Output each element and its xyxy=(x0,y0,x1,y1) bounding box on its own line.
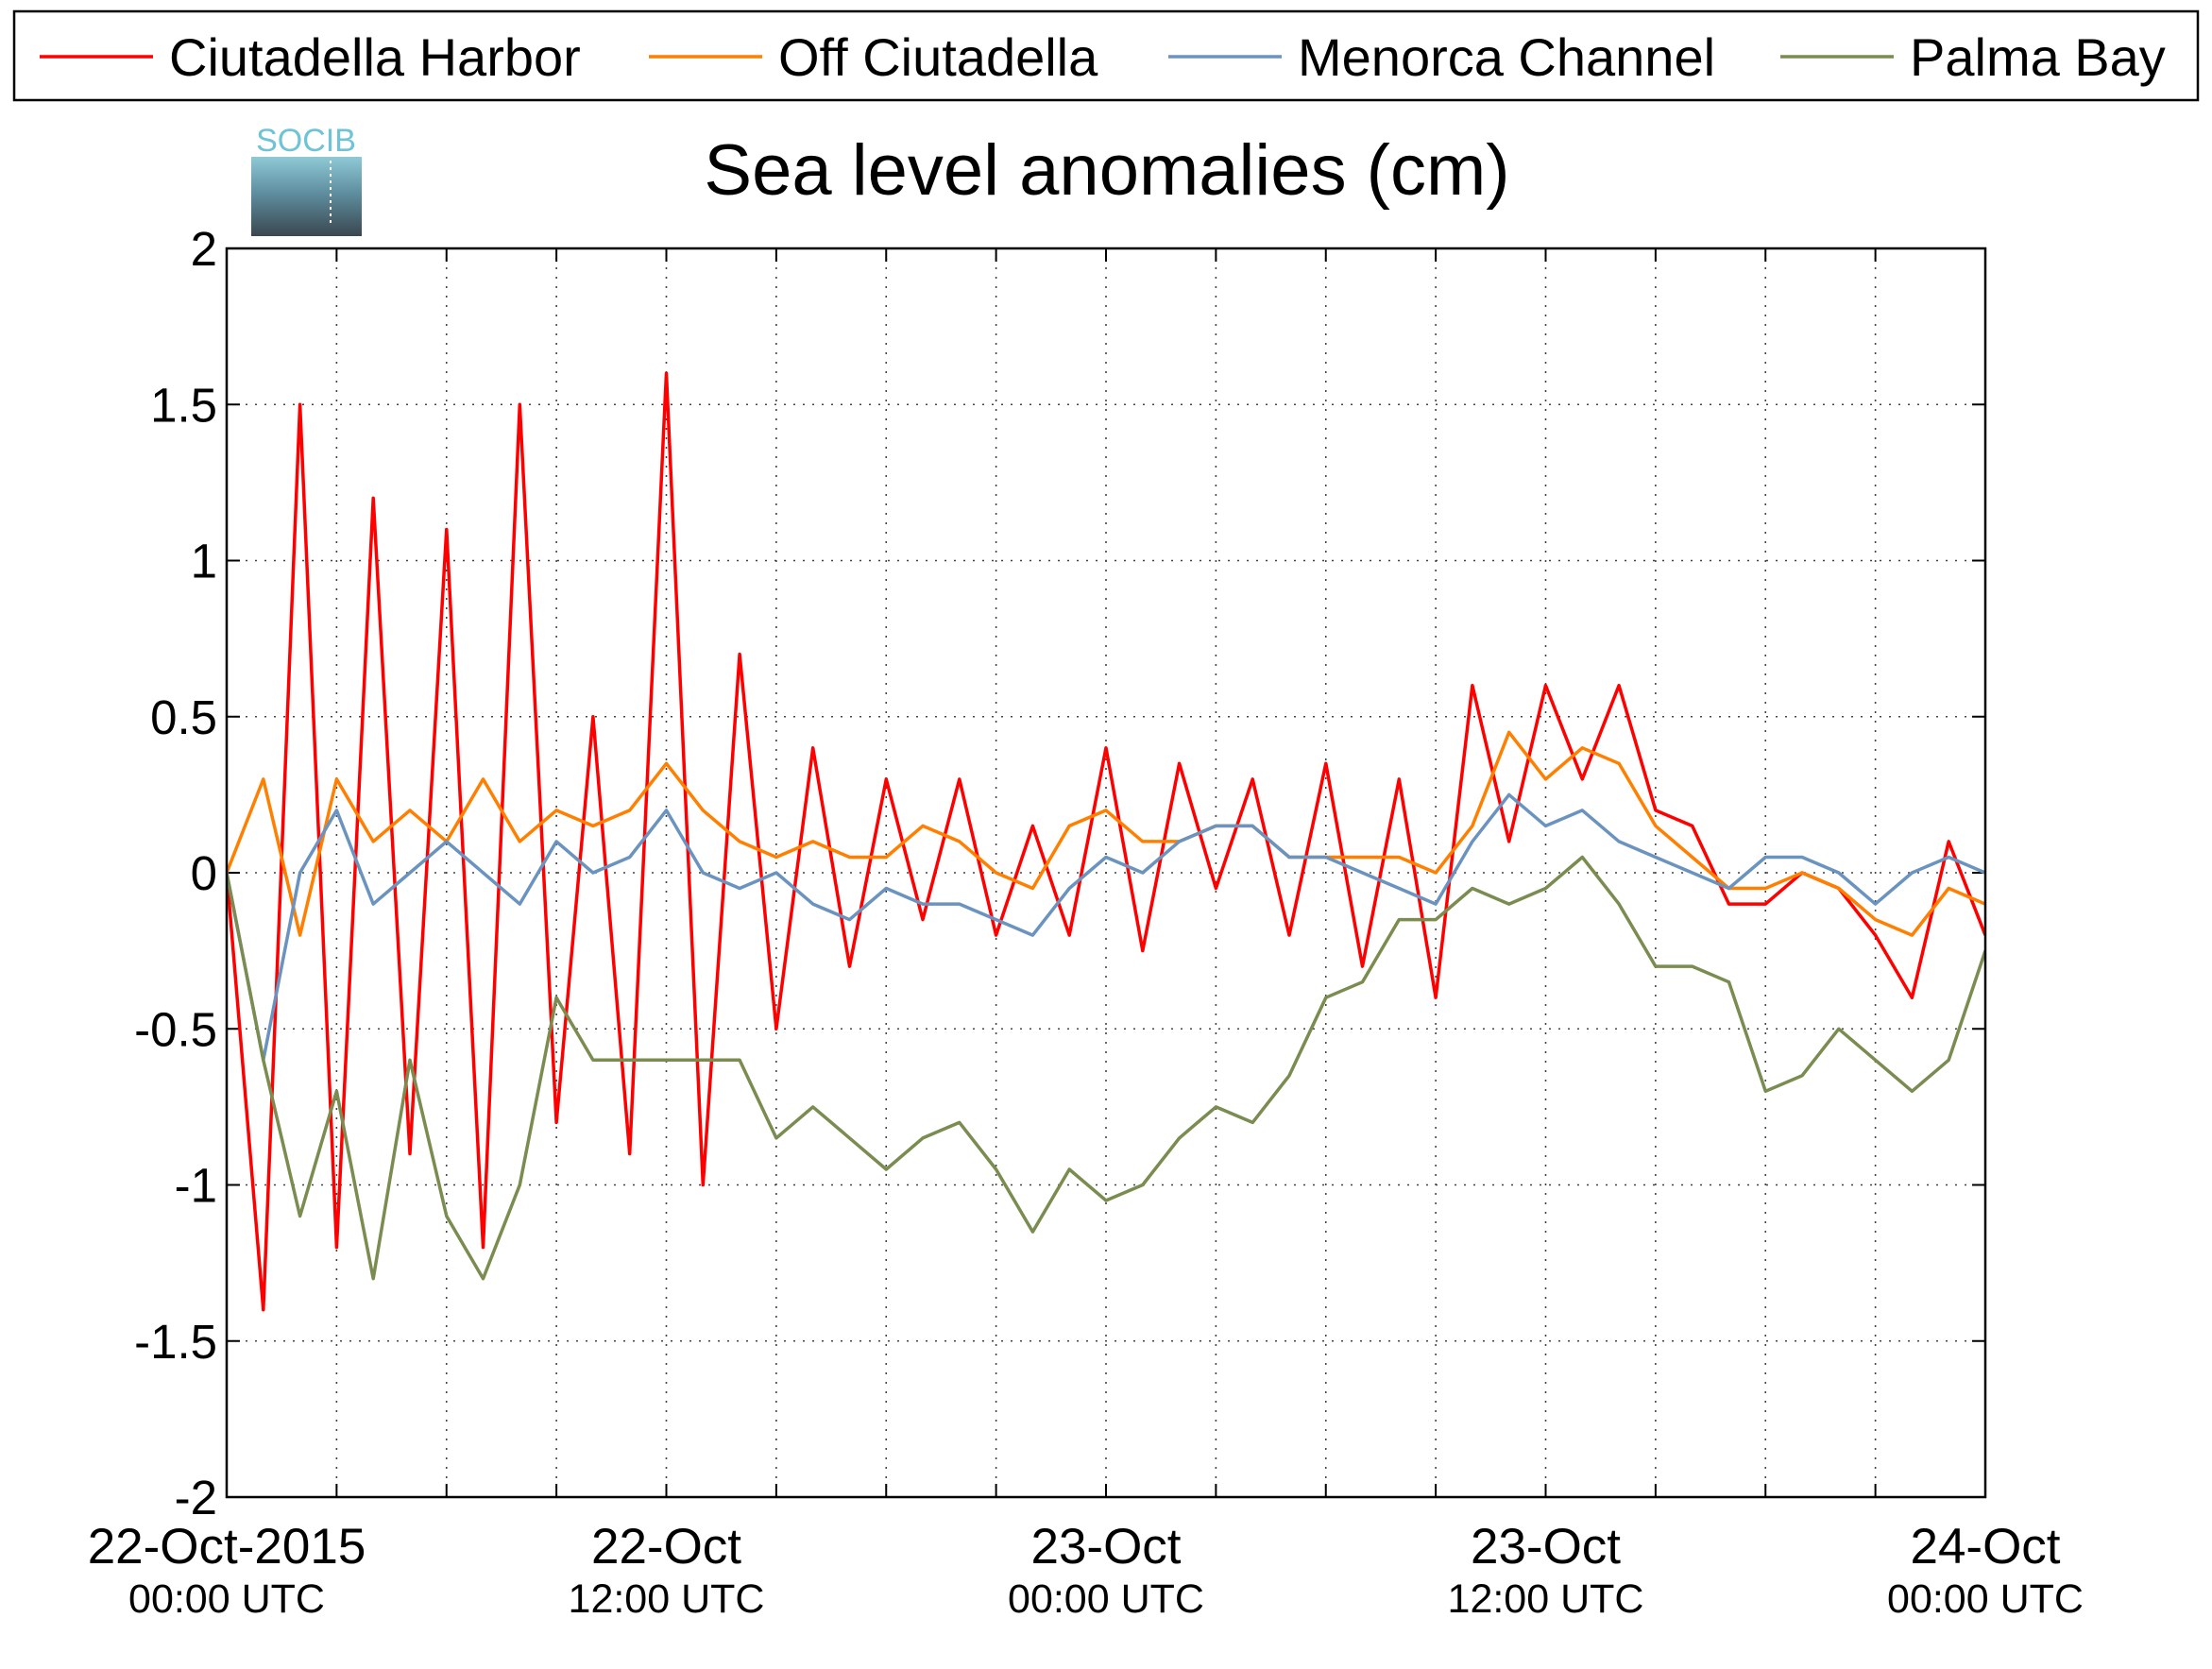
x-tick-label: 22-Oct-2015 xyxy=(88,1519,366,1575)
y-tick-label: 2 xyxy=(191,222,217,276)
y-tick-label: -1 xyxy=(175,1159,217,1213)
plot-frame xyxy=(225,247,1987,1499)
logo: SOCIB xyxy=(251,123,362,236)
series-line xyxy=(227,371,1985,1312)
x-tick-label: 23-Oct xyxy=(1471,1519,1621,1575)
y-tick-label: 0.5 xyxy=(150,690,217,744)
legend-label: Palma Bay xyxy=(1910,27,2166,87)
logo-text: SOCIB xyxy=(256,123,356,159)
legend-label: Menorca Channel xyxy=(1298,27,1715,87)
chart-title: Sea level anomalies (cm) xyxy=(704,130,1509,211)
series-line xyxy=(227,730,1985,937)
legend-label: Off Ciutadella xyxy=(778,27,1098,87)
y-tick-label: -2 xyxy=(175,1471,217,1524)
x-tick-sublabel: 12:00 UTC xyxy=(1448,1576,1644,1622)
y-tick-label: -1.5 xyxy=(134,1315,217,1369)
legend-label: Ciutadella Harbor xyxy=(169,27,581,87)
y-tick-label: -0.5 xyxy=(134,1002,217,1056)
y-tick-label: 1 xyxy=(191,535,217,588)
series-line xyxy=(227,855,1985,1281)
series-line xyxy=(227,792,1985,1063)
x-tick-label: 24-Oct xyxy=(1910,1519,2060,1575)
x-tick-sublabel: 00:00 UTC xyxy=(128,1576,325,1622)
y-tick-label: 1.5 xyxy=(150,378,217,432)
x-tick-sublabel: 12:00 UTC xyxy=(569,1576,765,1622)
y-tick-label: 0 xyxy=(191,846,217,900)
x-tick-sublabel: 00:00 UTC xyxy=(1887,1576,2084,1622)
x-tick-label: 22-Oct xyxy=(591,1519,741,1575)
x-tick-label: 23-Oct xyxy=(1030,1519,1181,1575)
logo-image xyxy=(251,157,362,236)
x-tick-sublabel: 00:00 UTC xyxy=(1008,1576,1204,1622)
